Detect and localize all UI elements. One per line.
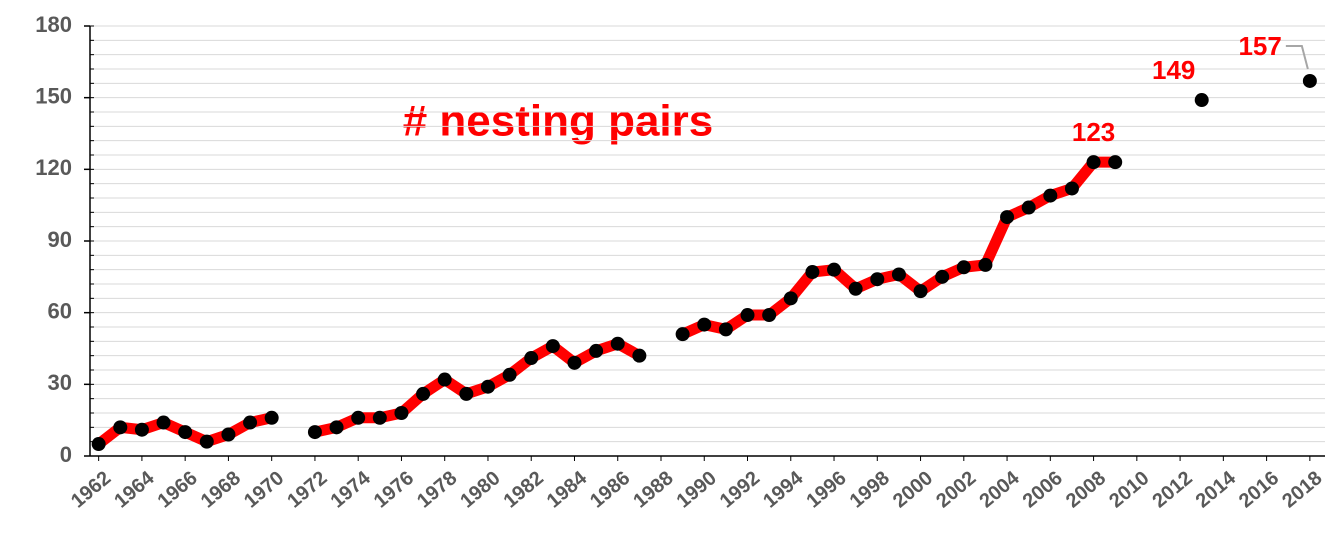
data-point — [372, 410, 387, 425]
y-tick-label: 0 — [60, 442, 72, 467]
data-point — [978, 257, 993, 272]
x-tick-label: 1964 — [110, 466, 159, 512]
data-point — [329, 420, 344, 435]
x-tick-label: 1996 — [802, 467, 850, 512]
data-point — [740, 308, 755, 323]
data-point — [675, 327, 690, 342]
data-point — [437, 372, 452, 387]
x-tick-label: 1986 — [586, 467, 634, 512]
data-point — [459, 386, 474, 401]
data-point — [480, 379, 495, 394]
x-tick-label: 2014 — [1192, 466, 1241, 512]
x-tick-label: 2010 — [1105, 467, 1153, 512]
data-point — [589, 343, 604, 358]
data-point — [178, 425, 193, 440]
data-point — [502, 367, 517, 382]
x-tick-label: 1970 — [240, 467, 288, 512]
x-tick-label: 1972 — [283, 467, 331, 512]
x-tick-label: 1978 — [413, 467, 461, 512]
x-tick-label: 2006 — [1019, 467, 1067, 512]
data-point — [199, 434, 214, 449]
data-point — [264, 410, 279, 425]
x-tick-label: 2012 — [1148, 467, 1196, 512]
x-tick-label: 2018 — [1278, 467, 1326, 512]
x-tick-label: 2000 — [889, 467, 937, 512]
y-tick-label: 150 — [35, 83, 72, 108]
data-point — [1021, 200, 1036, 215]
x-tick-label: 1984 — [543, 466, 592, 512]
data-point — [935, 269, 950, 284]
chart-title: # nesting pairs — [403, 97, 714, 146]
data-point — [307, 425, 322, 440]
x-tick-label: 1998 — [846, 467, 894, 512]
data-point — [891, 267, 906, 282]
data-point — [913, 284, 928, 299]
y-tick-label: 120 — [35, 155, 72, 180]
x-tick-label: 2002 — [932, 467, 980, 512]
data-point — [718, 322, 733, 337]
leader-line — [1285, 44, 1309, 70]
data-point — [848, 281, 863, 296]
x-tick-label: 1992 — [716, 467, 764, 512]
data-point — [221, 427, 236, 442]
x-tick-label: 1980 — [456, 467, 504, 512]
x-tick-label: 1966 — [154, 467, 202, 512]
data-point — [697, 317, 712, 332]
data-point — [243, 415, 258, 430]
x-tick-label: 2008 — [1062, 467, 1110, 512]
data-point — [545, 339, 560, 354]
data-label: 149 — [1152, 55, 1195, 85]
data-point — [1302, 73, 1317, 88]
data-point — [351, 410, 366, 425]
data-point — [524, 351, 539, 366]
data-point — [1194, 93, 1209, 108]
x-tick-label: 1990 — [673, 467, 721, 512]
data-point — [113, 420, 128, 435]
data-point — [91, 437, 106, 452]
data-point — [827, 262, 842, 277]
data-point — [156, 415, 171, 430]
y-tick-label: 90 — [48, 227, 72, 252]
data-point — [1086, 155, 1101, 170]
data-point — [956, 260, 971, 275]
x-tick-label: 2016 — [1235, 467, 1283, 512]
data-point — [762, 308, 777, 323]
data-point — [416, 386, 431, 401]
y-tick-label: 30 — [48, 370, 72, 395]
data-point — [870, 272, 885, 287]
data-point — [1064, 181, 1079, 196]
y-tick-label: 60 — [48, 298, 72, 323]
x-tick-label: 2004 — [975, 466, 1024, 512]
data-point — [1043, 188, 1058, 203]
data-point — [394, 406, 409, 420]
x-tick-label: 1988 — [629, 467, 677, 512]
x-tick-label: 1982 — [500, 467, 548, 512]
x-tick-label: 1974 — [327, 466, 376, 512]
y-tick-label: 180 — [35, 12, 72, 37]
data-point — [632, 348, 647, 363]
data-point — [805, 265, 820, 280]
data-point — [1108, 155, 1123, 170]
x-tick-label: 1976 — [370, 467, 418, 512]
data-label: 123 — [1072, 117, 1115, 147]
x-tick-label: 1968 — [197, 467, 245, 512]
data-label: 157 — [1238, 31, 1281, 61]
data-point — [1000, 210, 1015, 225]
data-point — [134, 422, 149, 437]
data-point — [610, 336, 625, 351]
x-tick-label: 1962 — [67, 467, 115, 512]
x-tick-label: 1994 — [759, 466, 808, 512]
data-point — [783, 291, 798, 306]
data-point — [567, 355, 582, 370]
